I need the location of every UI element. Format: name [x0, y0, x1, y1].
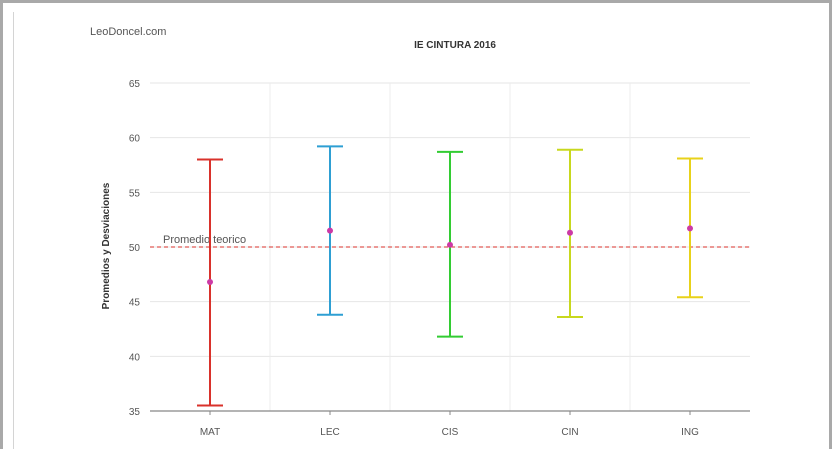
mean-point-mat: [207, 278, 213, 285]
frame-divider: [13, 12, 14, 449]
mean-point-ing: [687, 225, 693, 232]
watermark-text: LeoDoncel.com: [90, 26, 167, 38]
y-tick-label-40: 40: [129, 352, 141, 363]
error-bars: [197, 145, 703, 407]
y-tick-label-60: 60: [129, 134, 141, 145]
mean-point-lec: [327, 227, 333, 234]
reference-line-label: Promedio teorico: [163, 234, 246, 246]
x-tick-label-ing: ING: [681, 427, 699, 438]
mean-point-cin: [567, 229, 573, 236]
y-tick-label-35: 35: [129, 407, 141, 418]
x-tick-label-mat: MAT: [200, 427, 220, 438]
x-tick-label-cis: CIS: [442, 427, 459, 438]
y-tick-label-55: 55: [129, 188, 141, 199]
y-tick-label-50: 50: [129, 243, 141, 254]
x-tick-label-lec: LEC: [320, 427, 339, 438]
y-tick-label-45: 45: [129, 298, 141, 309]
x-tick-label-cin: CIN: [561, 427, 578, 438]
reference-line-group: Promedio teorico: [150, 234, 750, 248]
mean-point-cis: [447, 241, 453, 248]
x-axis: MAT LEC CIS CIN ING: [150, 410, 750, 438]
y-axis-label: Promedios y Desviaciones: [101, 182, 112, 309]
y-axis: 35 40 45 50 55 60 65: [129, 79, 141, 418]
chart-title: IE CINTURA 2016: [414, 40, 496, 51]
y-tick-label-65: 65: [129, 79, 141, 90]
